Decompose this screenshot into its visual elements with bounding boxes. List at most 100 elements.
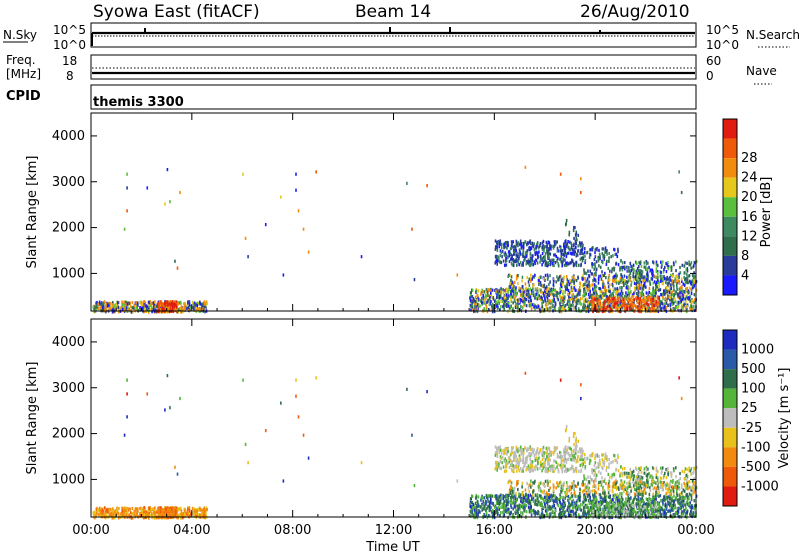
power-echo <box>689 263 692 267</box>
velocity-echo <box>575 494 577 499</box>
velocity-echo <box>666 496 669 500</box>
velocity-echo <box>151 507 154 512</box>
power-echo <box>505 304 508 308</box>
power-echo <box>641 293 643 297</box>
power-echo <box>674 300 677 304</box>
power-echo <box>606 304 609 309</box>
velocity-echo <box>546 513 549 517</box>
power-echo <box>688 274 691 278</box>
power-echo <box>534 261 536 266</box>
velocity-echo <box>673 499 675 503</box>
power-echo <box>639 278 642 282</box>
power-echo <box>669 298 671 302</box>
velocity-echo <box>567 494 570 499</box>
power-echo <box>691 299 693 304</box>
velocity-echo <box>605 499 608 503</box>
power-echo <box>649 280 651 284</box>
power-echo <box>567 288 570 293</box>
power-echo <box>555 293 557 298</box>
power-echo <box>174 300 177 304</box>
power-echo <box>586 277 589 281</box>
velocity-echo <box>171 510 174 514</box>
power-echo <box>549 274 551 278</box>
power-echo <box>177 308 180 312</box>
power-echo <box>511 254 513 258</box>
power-echo <box>564 240 566 244</box>
power-echo <box>572 264 575 268</box>
power-echo <box>577 263 580 267</box>
power-echo <box>515 259 517 264</box>
power-echo <box>661 301 663 305</box>
velocity-echo <box>687 502 690 506</box>
power-echo <box>565 275 568 279</box>
power-echo <box>143 307 146 311</box>
velocity-echo <box>183 512 186 516</box>
velocity-echo <box>514 497 517 501</box>
power-echo <box>521 294 524 299</box>
velocity-echo <box>151 512 153 516</box>
velocity-echo <box>476 516 479 520</box>
power-echo <box>180 306 183 310</box>
power-echo <box>637 307 639 311</box>
velocity-echo <box>148 511 150 515</box>
velocity-echo <box>682 495 684 499</box>
power-echo <box>111 307 114 311</box>
velocity-echo <box>203 508 206 512</box>
velocity-echo <box>200 514 203 518</box>
power-echo <box>670 265 673 269</box>
power-echo <box>187 308 190 312</box>
power-echo <box>690 282 692 286</box>
power-echo <box>530 289 533 293</box>
power-echo <box>559 249 561 253</box>
power-colorbar-swatch <box>723 158 737 178</box>
power-echo <box>567 307 570 311</box>
velocity-echo <box>168 514 171 518</box>
power-echo <box>592 246 594 250</box>
velocity-echo <box>689 501 691 505</box>
power-echo <box>131 310 134 314</box>
power-echo <box>510 278 512 283</box>
power-echo <box>596 297 599 301</box>
velocity-echo <box>474 505 477 510</box>
velocity-echo <box>150 508 153 513</box>
power-echo <box>572 303 574 308</box>
power-echo <box>540 257 542 261</box>
power-echo <box>614 276 617 281</box>
power-echo <box>579 252 581 256</box>
power-echo <box>546 301 549 306</box>
power-echo <box>510 295 512 299</box>
power-echo <box>662 270 665 274</box>
power-echo <box>554 241 557 245</box>
power-echo <box>575 232 578 236</box>
velocity-echo <box>643 500 645 505</box>
power-echo <box>689 295 691 299</box>
power-echo <box>552 288 555 292</box>
power-echo <box>593 283 596 287</box>
power-echo <box>587 301 590 305</box>
velocity-echo <box>633 497 635 501</box>
velocity-echo <box>471 506 474 510</box>
velocity-echo <box>562 504 564 509</box>
power-echo <box>94 305 96 309</box>
velocity-echo <box>134 513 137 517</box>
power-echo <box>529 251 532 255</box>
power-colorbar-tick: 24 <box>741 171 758 186</box>
power-echo <box>603 291 605 296</box>
power-echo <box>686 286 688 291</box>
power-echo <box>603 302 605 306</box>
power-echo <box>583 287 585 292</box>
power-colorbar-tick: 8 <box>741 249 749 264</box>
power-echo <box>605 306 608 310</box>
power-echo <box>572 279 575 283</box>
power-echo <box>546 249 548 253</box>
power-echo <box>515 298 517 302</box>
power-echo <box>491 288 494 292</box>
power-echo <box>100 305 103 309</box>
velocity-echo <box>552 505 555 509</box>
power-echo <box>676 274 679 278</box>
power-echo <box>633 268 635 272</box>
velocity-echo <box>507 508 510 512</box>
power-echo <box>572 306 575 310</box>
power-echo <box>668 285 671 289</box>
velocity-echo <box>201 511 203 515</box>
